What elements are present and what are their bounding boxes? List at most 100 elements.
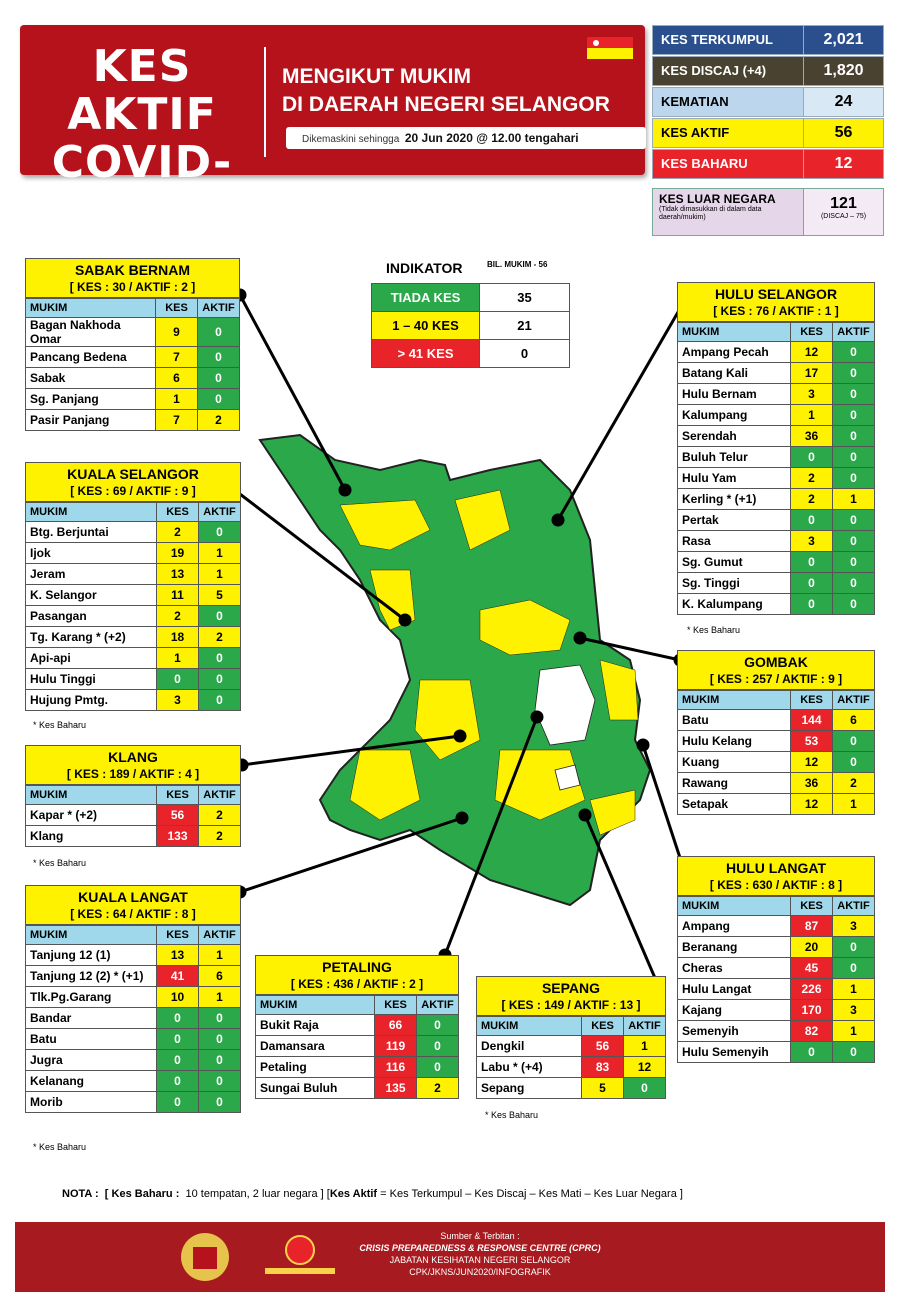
mukim-name: Sg. Panjang — [25, 388, 156, 410]
district-header: HULU LANGAT [ KES : 630 / AKTIF : 8 ] — [677, 856, 875, 896]
district-summary: [ KES : 149 / AKTIF : 13 ] — [501, 998, 641, 1012]
aktif-value: 12 — [623, 1056, 666, 1078]
aktif-value: 2 — [198, 626, 241, 648]
district-table: MUKIM KES AKTIF Btg. Berjuntai 2 0 Ijok 19 1 Jera… — [25, 502, 241, 711]
column-header: MUKIM — [677, 896, 791, 916]
district-sepang: SEPANG [ KES : 149 / AKTIF : 13 ] MUKIM KES… — [476, 976, 666, 1099]
district-summary: [ KES : 64 / AKTIF : 8 ] — [70, 907, 196, 921]
district-table: MUKIM KES AKTIF Bagan Nakhoda Omar 9 0 Pancang… — [25, 298, 240, 431]
kes-value: 17 — [790, 362, 833, 384]
mukim-name: Hulu Semenyih — [677, 1041, 791, 1063]
table-row: Jeram 13 1 — [25, 563, 241, 585]
aktif-value: 0 — [198, 605, 241, 627]
column-header: KES — [156, 502, 199, 522]
mukim-name: Kajang — [677, 999, 791, 1021]
district-header: SEPANG [ KES : 149 / AKTIF : 13 ] — [476, 976, 666, 1016]
table-row: Ampang 87 3 — [677, 915, 875, 937]
mukim-name: Sabak — [25, 367, 156, 389]
summary-value: 56 — [803, 119, 883, 147]
table-row: Buluh Telur 0 0 — [677, 446, 875, 468]
table-row: Hulu Kelang 53 0 — [677, 730, 875, 752]
map-region-yellow-5 — [599, 659, 639, 721]
main-title: KES AKTIF COVID-19 — [51, 41, 233, 236]
mukim-name: Sepang — [476, 1077, 582, 1099]
footer: Sumber & Terbitan : CRISIS PREPAREDNESS … — [15, 1222, 885, 1292]
district-name: KUALA LANGAT — [78, 889, 188, 905]
column-header: MUKIM — [677, 322, 791, 342]
luar-note: (Tidak dimasukkan di dalam data daerah/m… — [659, 206, 762, 221]
table-row: Kuang 12 0 — [677, 751, 875, 773]
column-header: AKTIF — [416, 995, 459, 1015]
map-region-yellow-3 — [454, 489, 511, 551]
mukim-name: Ijok — [25, 542, 157, 564]
aktif-value: 2 — [832, 772, 875, 794]
district-header: KLANG [ KES : 189 / AKTIF : 4 ] — [25, 745, 241, 785]
table-row: Batu 144 6 — [677, 709, 875, 731]
kes-value: 170 — [790, 999, 833, 1021]
aktif-value: 0 — [197, 388, 240, 410]
aktif-value: 0 — [197, 367, 240, 389]
luar-label: KES LUAR NEGARA — [659, 192, 776, 206]
kes-value: 3 — [790, 383, 833, 405]
aktif-value: 0 — [832, 1041, 875, 1063]
aktif-value: 2 — [416, 1077, 459, 1099]
kes-value: 119 — [374, 1035, 417, 1057]
column-header: MUKIM — [25, 925, 157, 945]
table-row: Ampang Pecah 12 0 — [677, 341, 875, 363]
district-header: PETALING [ KES : 436 / AKTIF : 2 ] — [255, 955, 459, 995]
table-row: Sg. Panjang 1 0 — [25, 388, 240, 410]
table-row: Rasa 3 0 — [677, 530, 875, 552]
column-header: KES — [790, 322, 833, 342]
aktif-value: 0 — [197, 346, 240, 368]
district-hulu-selangor: HULU SELANGOR [ KES : 76 / AKTIF : 1 ] MUK… — [677, 282, 875, 615]
kes-value: 7 — [155, 346, 198, 368]
mukim-name: Rawang — [677, 772, 791, 794]
column-header: MUKIM — [677, 690, 791, 710]
mukim-name: Hujung Pmtg. — [25, 689, 157, 711]
map-outline — [258, 433, 652, 907]
column-header: AKTIF — [198, 925, 241, 945]
indicator-value: 0 — [479, 339, 570, 368]
summary-label: KEMATIAN — [653, 88, 803, 116]
summary-row: KES BAHARU 12 — [652, 149, 884, 179]
aktif-value: 0 — [832, 551, 875, 573]
aktif-value: 0 — [832, 730, 875, 752]
aktif-value: 0 — [832, 509, 875, 531]
mukim-name: Buluh Telur — [677, 446, 791, 468]
mukim-name: Rasa — [677, 530, 791, 552]
mukim-name: K. Selangor — [25, 584, 157, 606]
mukim-name: Labu * (+4) — [476, 1056, 582, 1078]
kes-value: 135 — [374, 1077, 417, 1099]
aktif-value: 6 — [832, 709, 875, 731]
summary-label: KES BAHARU — [653, 150, 803, 178]
district-kuala-selangor: KUALA SELANGOR [ KES : 69 / AKTIF : 9 ] MU… — [25, 462, 241, 711]
luar-sub: (DISCAJ – 75) — [820, 213, 867, 220]
column-header: KES — [581, 1016, 624, 1036]
mukim-name: Damansara — [255, 1035, 375, 1057]
kes-value: 36 — [790, 772, 833, 794]
table-row: Batu 0 0 — [25, 1028, 241, 1050]
indicator-value: 21 — [479, 311, 570, 340]
summary-value: 2,021 — [803, 26, 883, 54]
district-klang: KLANG [ KES : 189 / AKTIF : 4 ] MUKIM KES AK… — [25, 745, 241, 847]
indicator-row: 1 – 40 KES 21 — [371, 311, 570, 340]
district-hulu-langat: HULU LANGAT [ KES : 630 / AKTIF : 8 ] MUKI… — [677, 856, 875, 1063]
kes-value: 0 — [156, 668, 199, 690]
kes-baharu-note: * Kes Baharu — [33, 1142, 87, 1152]
mukim-name: Sg. Tinggi — [677, 572, 791, 594]
aktif-value: 0 — [198, 1091, 241, 1113]
kes-value: 56 — [581, 1035, 624, 1057]
mukim-name: Api-api — [25, 647, 157, 669]
map-region-white — [534, 664, 596, 746]
kes-value: 36 — [790, 425, 833, 447]
mukim-name: Sg. Gumut — [677, 551, 791, 573]
district-table: MUKIM KES AKTIF Bukit Raja 66 0 Damansara 119 0 P… — [255, 995, 459, 1099]
district-petaling: PETALING [ KES : 436 / AKTIF : 2 ] MUKIM KE… — [255, 955, 459, 1099]
kes-value: 1 — [155, 388, 198, 410]
aktif-value: 0 — [832, 446, 875, 468]
mukim-name: K. Kalumpang — [677, 593, 791, 615]
district-name: HULU LANGAT — [725, 860, 827, 876]
column-header: MUKIM — [476, 1016, 582, 1036]
summary-label: KES TERKUMPUL — [653, 26, 803, 54]
summary-value: 12 — [803, 150, 883, 178]
